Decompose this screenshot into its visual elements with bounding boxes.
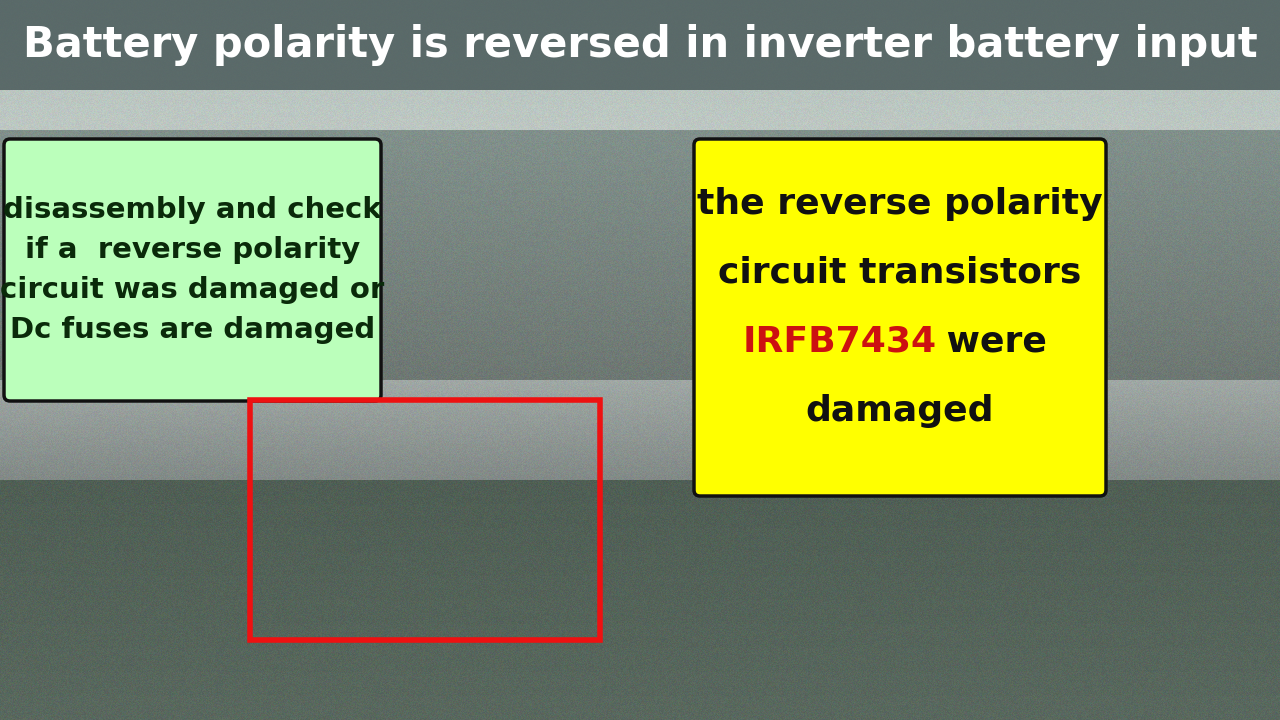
FancyBboxPatch shape xyxy=(694,139,1106,496)
Bar xyxy=(0,0,1280,90)
Text: Battery polarity is reversed in inverter battery input: Battery polarity is reversed in inverter… xyxy=(23,24,1257,66)
Text: damaged: damaged xyxy=(805,394,995,428)
Text: IRFB7434: IRFB7434 xyxy=(742,325,937,359)
FancyBboxPatch shape xyxy=(4,139,381,401)
Text: disassembly and check
if a  reverse polarity
circuit was damaged or
Dc fuses are: disassembly and check if a reverse polar… xyxy=(0,196,384,344)
Text: the reverse polarity: the reverse polarity xyxy=(698,186,1103,220)
Text: circuit transistors: circuit transistors xyxy=(718,256,1082,289)
Text: were: were xyxy=(933,325,1047,359)
